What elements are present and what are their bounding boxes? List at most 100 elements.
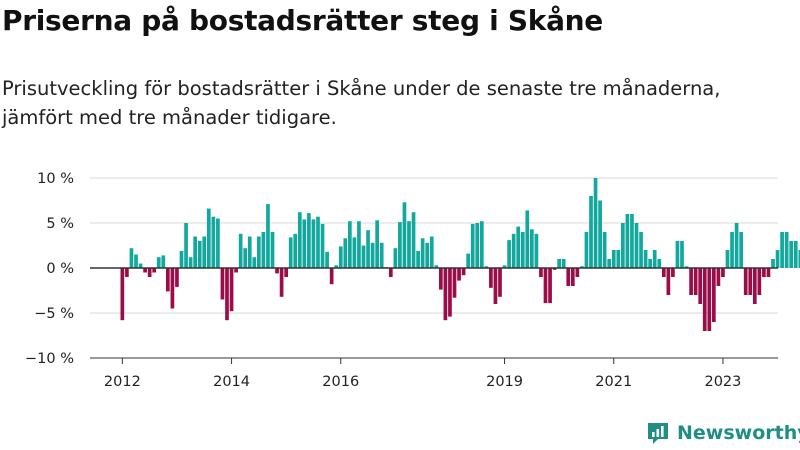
y-tick-label: −5 % (34, 306, 74, 322)
bar (270, 232, 275, 268)
bar (243, 248, 248, 268)
bar (793, 241, 798, 268)
bar (621, 223, 625, 268)
bar (134, 254, 138, 268)
bar (575, 268, 580, 277)
bar (334, 265, 339, 268)
bar (452, 268, 457, 298)
bar (466, 253, 470, 268)
bar (748, 268, 753, 295)
bar (530, 229, 534, 268)
bar (484, 266, 489, 268)
bar (543, 268, 548, 304)
bar (279, 268, 284, 297)
bar (684, 266, 689, 268)
bar (766, 268, 771, 277)
x-axis: 2012201420162019202120232025 (90, 357, 778, 390)
x-tick-label: 2019 (486, 374, 523, 390)
bar (143, 268, 147, 273)
bar (648, 259, 652, 268)
bar (470, 223, 475, 268)
bar (643, 250, 648, 268)
bar (370, 242, 375, 268)
bar (257, 236, 261, 268)
bar (675, 241, 680, 268)
bar (202, 236, 207, 268)
bar (570, 268, 575, 286)
bar (739, 232, 743, 268)
bar (266, 204, 270, 268)
bar (416, 250, 420, 268)
bar (671, 268, 675, 277)
bar (702, 268, 707, 331)
bar (252, 257, 257, 268)
bar (507, 240, 511, 268)
bar (439, 268, 443, 290)
bar (598, 200, 602, 268)
bar (379, 242, 384, 268)
bar (238, 233, 243, 268)
bar (689, 268, 693, 295)
bar (156, 257, 161, 268)
bar (297, 212, 302, 268)
bar (743, 268, 748, 295)
bar (780, 232, 784, 268)
bar (561, 259, 566, 268)
bar (639, 232, 643, 268)
bar (516, 226, 521, 268)
bar (666, 268, 671, 295)
bar (179, 250, 184, 268)
bar (757, 268, 762, 295)
bar (166, 268, 170, 292)
bar (170, 268, 175, 309)
bar (698, 268, 703, 304)
bar (393, 248, 398, 268)
bar (284, 268, 288, 277)
brand-name: Newsworthy (677, 422, 800, 444)
bars (120, 178, 800, 331)
bar (161, 255, 166, 268)
x-tick-label: 2021 (595, 374, 632, 390)
bar (307, 213, 311, 268)
bar (420, 238, 425, 268)
bar (216, 218, 220, 268)
bar (184, 223, 188, 268)
x-tick-label: 2023 (704, 374, 741, 390)
bar (520, 232, 525, 268)
bar (557, 259, 561, 268)
bar (784, 232, 789, 268)
bar (652, 250, 657, 268)
bar (348, 221, 352, 268)
bar (716, 268, 721, 286)
bar (493, 268, 498, 304)
bar (152, 268, 157, 273)
x-tick-label: 2016 (322, 374, 359, 390)
bar (525, 210, 530, 268)
bar (789, 241, 794, 268)
bar (607, 259, 612, 268)
bar (320, 223, 325, 268)
bar (288, 237, 293, 268)
bar (593, 178, 598, 268)
bar (197, 241, 202, 268)
bar (461, 268, 466, 276)
bar (443, 268, 448, 321)
bar (338, 246, 343, 268)
bar (429, 236, 434, 268)
bar (584, 232, 589, 268)
bar (275, 268, 279, 274)
bar (120, 268, 125, 321)
bar (388, 268, 393, 277)
bar (448, 268, 452, 317)
bar (534, 233, 539, 268)
bar (125, 268, 129, 277)
bar (329, 268, 334, 285)
bar (457, 268, 461, 281)
bar (798, 250, 800, 268)
y-tick-label: 10 % (37, 171, 74, 187)
bar (357, 221, 361, 268)
bar (552, 268, 557, 270)
bar (730, 232, 734, 268)
bar (498, 268, 502, 297)
